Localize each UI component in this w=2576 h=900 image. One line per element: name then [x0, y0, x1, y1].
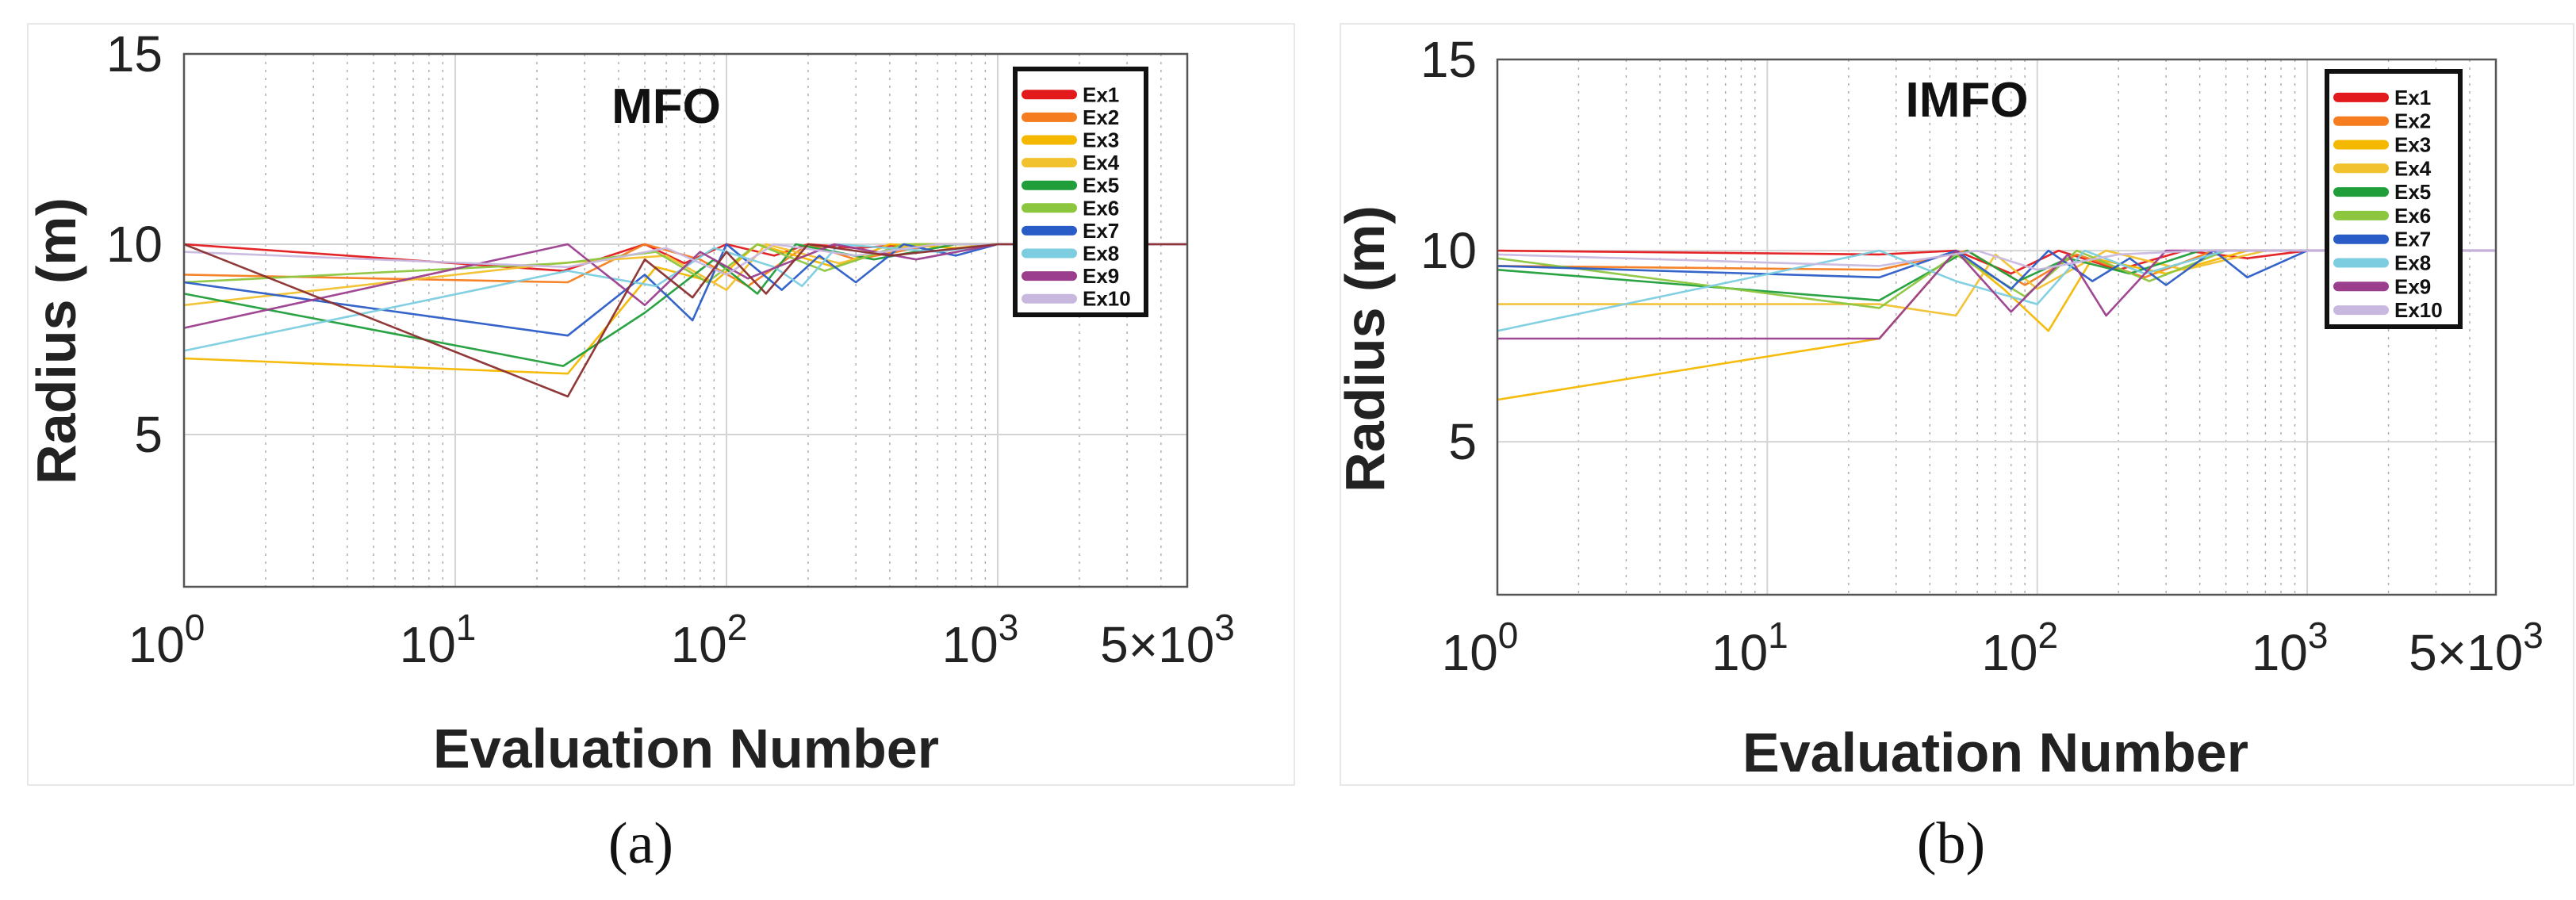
panel-a-legend-label: Ex1 — [1083, 82, 1119, 106]
panel-a-series-ex7 — [183, 243, 1187, 337]
panel-a-xtick-label: 103 — [942, 607, 1019, 673]
panel-b-xtick-label: 100 — [1442, 615, 1519, 681]
panel-b-legend-label: Ex2 — [2394, 109, 2431, 133]
panel-a-series-ex10 — [183, 243, 1187, 276]
panel-a-xtick-label: 101 — [400, 607, 477, 673]
panel-b-xtick-label: 101 — [1712, 615, 1788, 681]
panel-a-legend-label: Ex5 — [1083, 174, 1119, 197]
panel-a-legend-label: Ex8 — [1083, 242, 1119, 266]
panel-a-ytick-label: 10 — [106, 216, 163, 273]
panel-b-legend-label: Ex8 — [2394, 251, 2431, 275]
panel-a-xtick-label: 102 — [671, 607, 748, 673]
panel-b-legend-label: Ex7 — [2394, 228, 2431, 251]
panel-a-legend-label: Ex2 — [1083, 105, 1119, 129]
panel-a-caption: (a) — [608, 811, 673, 876]
panel-a-legend-label: Ex6 — [1083, 196, 1119, 220]
panel-b-ylabel: Radius (m) — [1334, 205, 1396, 492]
panel-a-series-ex9 — [183, 243, 1187, 329]
panel-b-legend-label: Ex1 — [2394, 86, 2431, 109]
panel-a-ytick-label: 5 — [134, 406, 163, 463]
panel-a-legend-label: Ex7 — [1083, 219, 1119, 243]
panel-b-xlabel: Evaluation Number — [1742, 722, 2248, 783]
panel-a-frame — [27, 23, 1295, 786]
panel-a-legend-label: Ex4 — [1083, 151, 1120, 174]
panel-b-legend-label: Ex10 — [2394, 298, 2443, 322]
panel-b-legend-label: Ex6 — [2394, 204, 2431, 228]
panel-a-legend-label: Ex10 — [1083, 287, 1131, 311]
panel-b-series-ex10 — [1497, 249, 2496, 271]
panel-b-legend-label: Ex9 — [2394, 274, 2431, 298]
panel-b-ytick-label: 5 — [1448, 413, 1477, 470]
panel-a-xlabel: Evaluation Number — [433, 718, 939, 779]
chart-panel-a: Radius (m) Evaluation Number (a) 5 10 15 10… — [25, 25, 1235, 876]
panel-b-legend-label: Ex5 — [2394, 180, 2431, 204]
panel-a-ylabel: Radius (m) — [25, 197, 87, 484]
panel-b-ytick-label: 10 — [1420, 222, 1477, 279]
panel-b-title: IMFO — [1906, 73, 2029, 128]
panel-b-xtick-label: 102 — [1981, 615, 2058, 681]
chart-panel-b: Radius (m) Evaluation Number (b) 5 10 15 10… — [1334, 31, 2543, 876]
panel-a-xtick-label: 100 — [128, 607, 205, 673]
panel-b-legend-label: Ex3 — [2394, 133, 2431, 157]
panel-a-legend-label: Ex9 — [1083, 264, 1119, 288]
panel-b-xtick-label: 103 — [2252, 615, 2329, 681]
panel-a-axes-box — [182, 52, 1189, 588]
panel-b-legend-label: Ex4 — [2394, 156, 2432, 180]
panel-b-axes-box — [1496, 58, 2497, 596]
panel-a-legend-label: Ex3 — [1083, 128, 1119, 152]
panel-b-caption: (b) — [1917, 811, 1985, 876]
panel-a-series-ex1-dark — [183, 243, 1187, 398]
panel-a-title: MFO — [611, 79, 721, 134]
panel-a-xtick-label: 5×103 — [1100, 607, 1235, 673]
panel-b-frame — [1340, 23, 2574, 786]
panel-b-xtick-label: 5×103 — [2409, 615, 2543, 681]
panel-b-ytick-label: 15 — [1420, 31, 1477, 88]
panel-a-ytick-label: 15 — [106, 25, 163, 82]
